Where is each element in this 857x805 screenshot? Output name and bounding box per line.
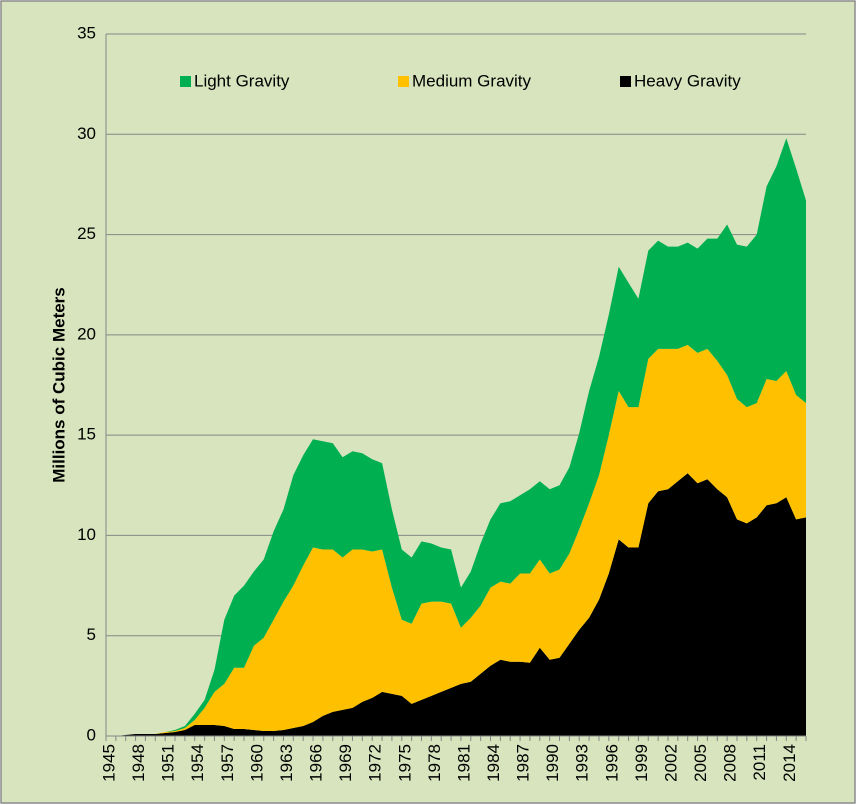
legend-label: Medium Gravity xyxy=(412,71,532,90)
x-tick-label: 1996 xyxy=(602,744,621,782)
y-tick-label: 35 xyxy=(77,23,96,42)
x-tick-label: 1981 xyxy=(454,744,473,782)
x-tick-label: 1984 xyxy=(484,744,503,782)
legend-label: Heavy Gravity xyxy=(634,71,741,90)
y-axis-label: Millions of Cubic Meters xyxy=(49,287,68,483)
x-tick-label: 2008 xyxy=(721,744,740,782)
legend-swatch xyxy=(620,76,631,87)
x-tick-label: 2014 xyxy=(780,744,799,782)
x-tick-label: 1999 xyxy=(632,744,651,782)
x-tick-label: 2011 xyxy=(750,744,769,781)
x-tick-label: 1957 xyxy=(218,744,237,782)
x-tick-label: 1969 xyxy=(336,744,355,782)
x-tick-label: 1945 xyxy=(99,744,118,782)
legend-swatch xyxy=(398,76,409,87)
y-tick-label: 10 xyxy=(77,525,96,544)
y-tick-label: 0 xyxy=(87,725,96,744)
x-tick-label: 1966 xyxy=(307,744,326,782)
x-tick-label: 1975 xyxy=(395,744,414,782)
y-tick-label: 15 xyxy=(77,425,96,444)
x-tick-label: 1963 xyxy=(277,744,296,782)
x-tick-label: 2002 xyxy=(661,744,680,782)
x-tick-label: 1972 xyxy=(366,744,385,782)
area xyxy=(106,344,806,736)
y-tick-label: 5 xyxy=(87,625,96,644)
x-tick-label: 1987 xyxy=(514,744,533,782)
legend-swatch xyxy=(180,76,191,87)
x-tick-label: 1990 xyxy=(543,744,562,782)
area xyxy=(106,473,806,736)
x-tick-label: 1948 xyxy=(129,744,148,782)
x-tick-label: 1978 xyxy=(425,744,444,782)
x-tick-label: 2005 xyxy=(691,744,710,782)
area xyxy=(106,138,806,737)
y-tick-label: 25 xyxy=(77,224,96,243)
legend-label: Light Gravity xyxy=(194,71,290,90)
x-tick-label: 1954 xyxy=(188,744,207,782)
y-tick-label: 20 xyxy=(77,324,96,343)
x-tick-label: 1960 xyxy=(247,744,266,782)
x-tick-label: 1993 xyxy=(573,744,592,782)
x-tick-label: 1951 xyxy=(159,744,178,782)
y-tick-label: 30 xyxy=(77,124,96,143)
